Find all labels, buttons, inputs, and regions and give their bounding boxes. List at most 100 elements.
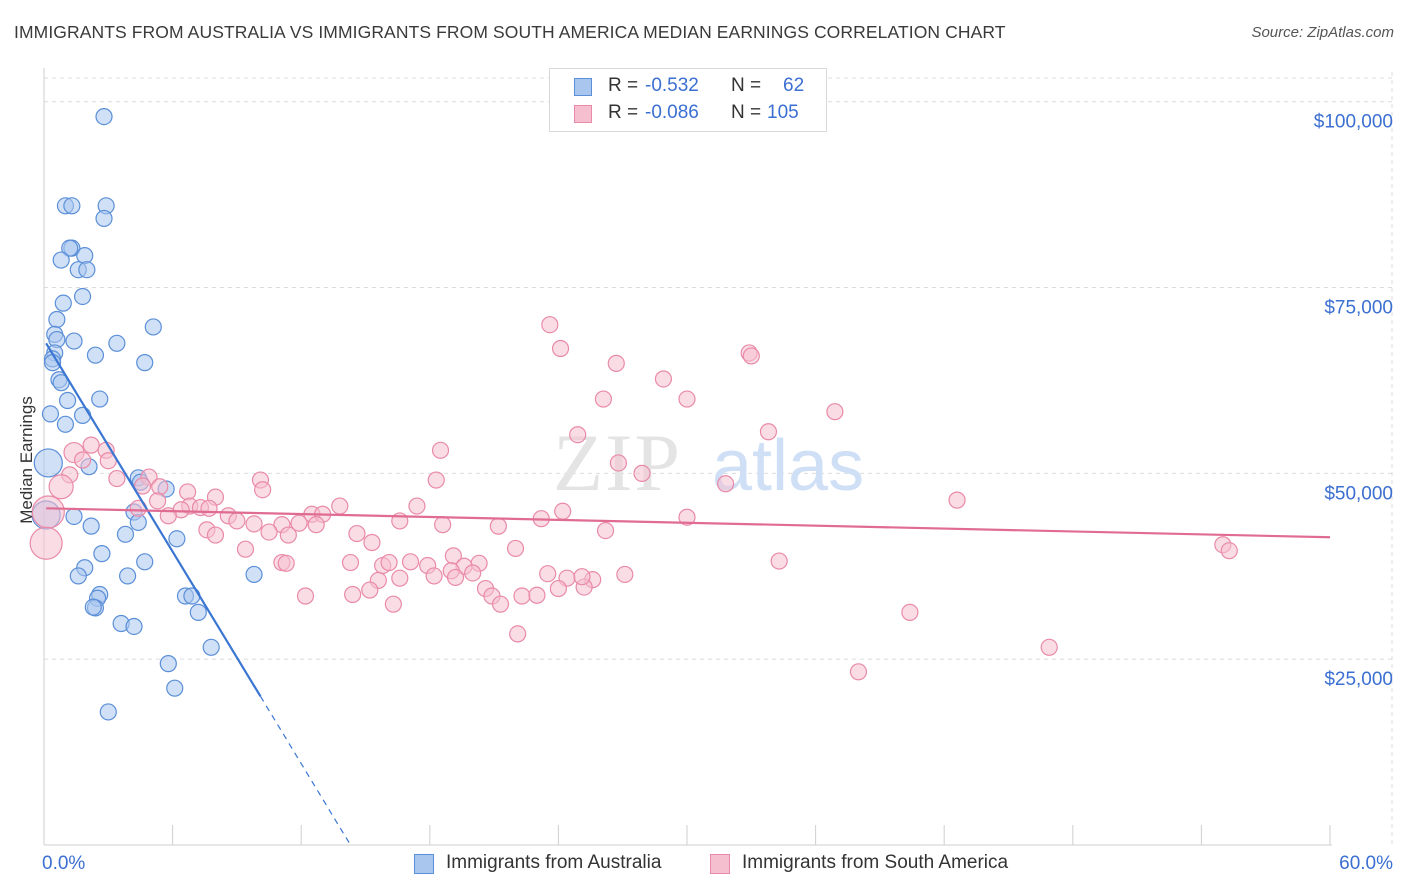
south-america-point bbox=[133, 477, 152, 495]
south-america-point bbox=[206, 526, 225, 544]
legend-r-label: R = bbox=[608, 75, 639, 96]
south-america-point bbox=[260, 523, 278, 541]
watermark-atlas: atlas bbox=[712, 426, 864, 506]
south-america-point bbox=[401, 553, 420, 571]
x-tick-label: 0.0% bbox=[42, 853, 85, 874]
south-america-point bbox=[509, 625, 527, 643]
south-america-point bbox=[678, 390, 696, 408]
australia-point bbox=[95, 209, 113, 228]
south-america-point bbox=[380, 553, 398, 572]
south-america-point bbox=[539, 565, 557, 583]
y-tick-label: $100,000 bbox=[1314, 112, 1393, 133]
south-america-point bbox=[513, 587, 531, 605]
south-america-point bbox=[1040, 638, 1058, 656]
south-america-point bbox=[296, 587, 315, 605]
south-america-point bbox=[331, 497, 349, 515]
australia-point bbox=[144, 318, 162, 336]
south-america-point bbox=[341, 553, 360, 572]
south-america-point bbox=[849, 663, 868, 681]
australia-point bbox=[183, 587, 201, 605]
australia-point bbox=[86, 346, 105, 364]
bottom-legend-swatch-blue bbox=[414, 854, 434, 874]
south-america-point bbox=[290, 514, 308, 532]
south-america-point bbox=[678, 508, 696, 526]
legend-r-value: -0.086 bbox=[645, 102, 699, 123]
south-america-point bbox=[279, 526, 297, 544]
australia-point bbox=[118, 567, 137, 585]
australia-trend-line bbox=[45, 342, 262, 697]
south-america-point bbox=[541, 316, 559, 334]
australia-point bbox=[82, 517, 100, 535]
australia-point bbox=[73, 287, 92, 306]
legend-n-value: 105 bbox=[767, 102, 799, 123]
south-america-point bbox=[1220, 542, 1238, 560]
south-america-point bbox=[148, 492, 167, 510]
south-america-point bbox=[616, 565, 634, 584]
south-america-point bbox=[427, 471, 445, 489]
australia-point bbox=[166, 679, 184, 697]
australia-point bbox=[78, 261, 96, 279]
x-tick-label: 60.0% bbox=[1339, 853, 1393, 874]
south-america-point bbox=[607, 354, 625, 372]
south-america-point bbox=[361, 581, 379, 599]
south-america-point bbox=[48, 474, 74, 500]
australia-point bbox=[108, 334, 126, 352]
south-america-point bbox=[31, 495, 65, 529]
australia-point bbox=[245, 565, 263, 584]
australia-point bbox=[136, 354, 154, 372]
south-america-point bbox=[826, 403, 844, 421]
legend-n-value: 62 bbox=[783, 75, 805, 96]
australia-point bbox=[189, 603, 207, 621]
labels-layer: $25,000 $50,000 $75,000 $100,000 0.0% 60.0% bbox=[42, 112, 1393, 874]
australia-point bbox=[52, 251, 70, 269]
south-america-point bbox=[549, 579, 568, 598]
legend-n-label: N = bbox=[731, 75, 762, 96]
chart-source: Source: ZipAtlas.com bbox=[1251, 24, 1394, 41]
y-tick-label: $75,000 bbox=[1324, 298, 1393, 319]
south-america-point bbox=[431, 441, 450, 459]
australia-point bbox=[56, 415, 75, 433]
australia-point bbox=[159, 655, 177, 673]
south-america-point bbox=[344, 585, 362, 604]
australia-point bbox=[202, 638, 220, 656]
australia-point bbox=[116, 525, 135, 543]
australia-point bbox=[65, 507, 83, 526]
south-america-point bbox=[434, 516, 452, 534]
south-america-point bbox=[491, 595, 510, 613]
australia-point bbox=[99, 703, 117, 721]
south-america-point bbox=[307, 516, 325, 534]
south-america-point bbox=[569, 426, 587, 444]
south-america-point bbox=[363, 533, 381, 552]
australia-point bbox=[73, 406, 92, 424]
south-america-point bbox=[408, 497, 426, 515]
south-america-point bbox=[446, 568, 465, 587]
legend-n-label: N = bbox=[731, 102, 762, 123]
south-america-point bbox=[384, 595, 402, 613]
chart-title: IMMIGRANTS FROM AUSTRALIA VS IMMIGRANTS … bbox=[14, 22, 1006, 42]
south-america-point bbox=[901, 603, 919, 621]
south-america-point bbox=[742, 347, 760, 365]
south-america-point bbox=[179, 483, 197, 501]
y-tick-label: $25,000 bbox=[1324, 669, 1393, 690]
south-america-point bbox=[654, 370, 673, 388]
australia-point bbox=[69, 567, 87, 585]
south-america-point bbox=[528, 586, 546, 604]
south-america-point bbox=[108, 469, 126, 488]
correlation-legend: R = -0.532 N = 62 R = -0.086 N = 105 bbox=[549, 68, 827, 132]
axes-layer bbox=[43, 68, 1332, 846]
australia-point bbox=[91, 390, 109, 408]
south-america-point bbox=[464, 564, 482, 582]
watermark: ZIP atlas bbox=[553, 417, 864, 508]
y-axis-label: Median Earnings bbox=[17, 396, 36, 524]
south-america-point bbox=[254, 481, 272, 499]
south-america-point bbox=[594, 390, 613, 408]
south-america-point bbox=[73, 451, 92, 469]
south-america-point bbox=[609, 454, 628, 472]
points-layer bbox=[29, 107, 1238, 721]
australia-point bbox=[84, 598, 102, 616]
bottom-legend-label: Immigrants from Australia bbox=[446, 852, 662, 873]
australia-point bbox=[125, 617, 143, 636]
south-america-point bbox=[554, 502, 572, 520]
south-america-point bbox=[948, 491, 966, 509]
